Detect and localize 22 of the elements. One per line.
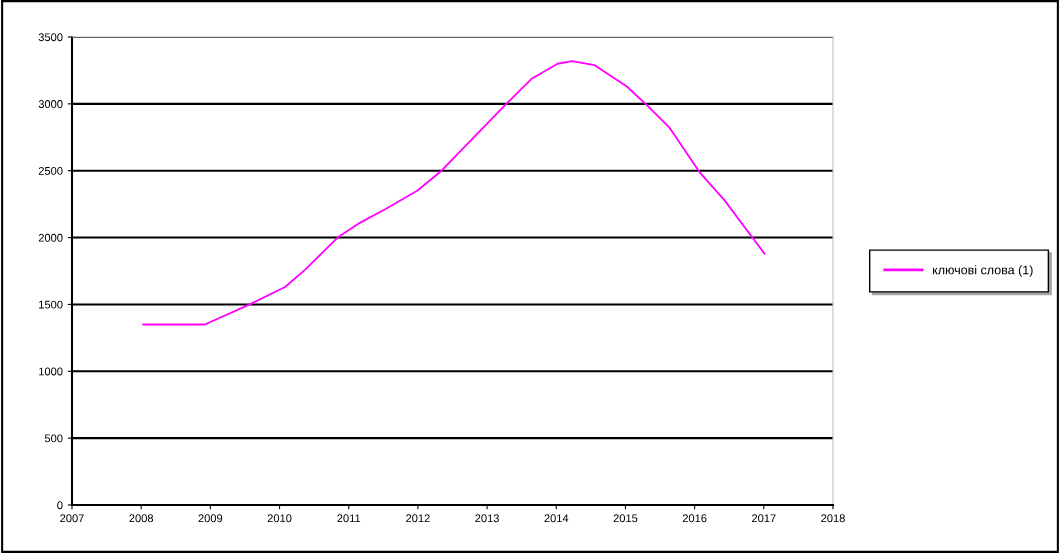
x-tick-label: 2017	[752, 514, 776, 523]
y-tick-label: 3500	[38, 33, 63, 42]
x-tick-label: 2012	[406, 514, 430, 523]
legend-label: ключові слова (1)	[933, 265, 1033, 277]
x-tick-label: 2009	[198, 514, 223, 523]
y-tick-label: 500	[44, 434, 63, 443]
x-tick-label: 2008	[129, 514, 154, 523]
y-tick-label: 2000	[38, 233, 63, 242]
x-tick-label: 2014	[544, 514, 569, 523]
y-tick-label: 0	[57, 501, 63, 510]
x-tick-label: 2013	[475, 514, 499, 523]
x-tick-label: 2015	[613, 514, 638, 523]
x-tick-label: 2010	[267, 514, 292, 523]
x-tick-label: 2016	[682, 514, 707, 523]
y-tick-label: 1000	[39, 367, 63, 376]
y-tick-label: 3000	[38, 100, 63, 108]
x-tick-label: 2018	[821, 514, 845, 523]
y-tick-label: 2500	[38, 166, 63, 175]
x-tick-label: 2011	[337, 514, 361, 523]
x-tick-label: 2007	[60, 514, 84, 523]
y-tick-label: 1500	[39, 300, 63, 309]
line-series	[142, 60, 766, 326]
